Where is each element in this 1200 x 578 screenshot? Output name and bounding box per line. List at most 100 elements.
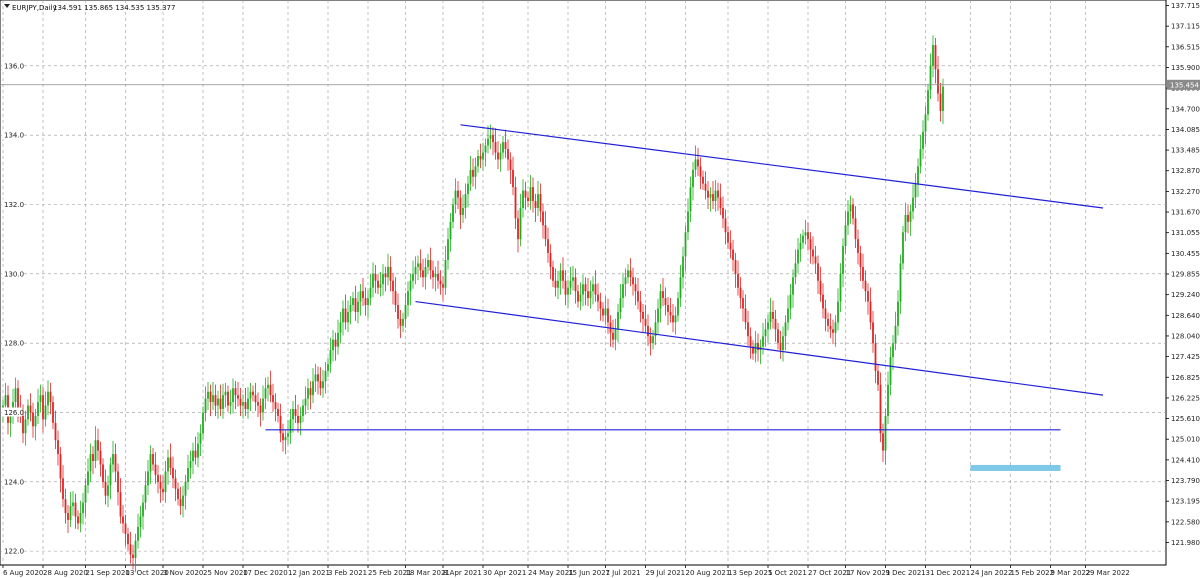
candle bbox=[619, 284, 622, 320]
candle bbox=[847, 200, 849, 236]
candle-body bbox=[634, 284, 637, 292]
x-tick-label: 24 Jan 2022 bbox=[971, 569, 1013, 577]
candle bbox=[359, 284, 362, 316]
candle bbox=[324, 362, 327, 394]
candle-body bbox=[824, 308, 827, 319]
candle-body bbox=[59, 454, 62, 479]
candle-body bbox=[842, 246, 844, 274]
y-right-tick-label: 122.580 bbox=[1171, 518, 1200, 526]
candle bbox=[152, 447, 154, 471]
candle-body bbox=[677, 298, 679, 316]
candle-body bbox=[869, 301, 872, 323]
candle-body bbox=[364, 298, 367, 306]
candle bbox=[934, 37, 937, 84]
candle bbox=[929, 53, 932, 99]
candle-body bbox=[454, 190, 457, 205]
candle-body bbox=[382, 273, 384, 285]
candle-body bbox=[384, 273, 387, 278]
candle bbox=[64, 488, 67, 524]
y-label-bg bbox=[2, 60, 22, 70]
candle bbox=[174, 469, 177, 502]
candle bbox=[452, 198, 454, 229]
x-tick-label: 7 Jul 2021 bbox=[606, 569, 641, 577]
y-tick-label: 136.0 bbox=[4, 62, 24, 70]
candle bbox=[84, 478, 87, 517]
candle bbox=[839, 263, 842, 313]
y-right-tick-label: 134.085 bbox=[1171, 126, 1200, 134]
candle bbox=[789, 284, 792, 320]
candle bbox=[74, 493, 77, 529]
candle-body bbox=[874, 343, 877, 371]
candle-body bbox=[664, 298, 667, 306]
candle-body bbox=[82, 502, 84, 514]
candle bbox=[502, 135, 504, 159]
candle-body bbox=[397, 305, 399, 319]
candle-body bbox=[777, 329, 779, 344]
candle bbox=[919, 135, 922, 174]
candle-body bbox=[307, 388, 309, 399]
candle-body bbox=[552, 266, 554, 281]
y-axis-right: 137.715137.115136.515135.900135.300134.7… bbox=[1166, 2, 1200, 547]
candle bbox=[517, 210, 519, 253]
candle bbox=[859, 245, 862, 281]
candle bbox=[774, 310, 777, 342]
candle bbox=[732, 239, 734, 272]
candle bbox=[39, 384, 42, 413]
candle bbox=[769, 297, 772, 330]
candle bbox=[184, 474, 187, 510]
triangle-icon[interactable] bbox=[4, 4, 10, 8]
candle bbox=[162, 475, 164, 501]
candle-body bbox=[474, 166, 477, 177]
candle-body bbox=[704, 183, 707, 191]
y-right-tick-label: 128.640 bbox=[1171, 312, 1200, 320]
candle bbox=[684, 225, 687, 271]
candle-body bbox=[77, 516, 79, 524]
candle-body bbox=[294, 409, 297, 416]
candle-body bbox=[592, 284, 594, 292]
candle bbox=[637, 277, 639, 310]
y-right-tick-label: 136.515 bbox=[1171, 43, 1200, 51]
candle-body bbox=[419, 263, 422, 271]
candle-body bbox=[394, 291, 397, 306]
y-axis-left: 136.0 134.0 132.0 130.0 128.0 126.0 124.0 122.0 bbox=[2, 60, 24, 556]
candle bbox=[59, 446, 62, 493]
x-tick-label: 25 Feb 2021 bbox=[368, 569, 412, 577]
candle-body bbox=[14, 388, 17, 403]
candle-body bbox=[74, 502, 77, 517]
candle-body bbox=[672, 315, 674, 323]
candle bbox=[699, 157, 702, 190]
candle-body bbox=[399, 318, 402, 326]
candle-body bbox=[934, 45, 937, 70]
candle-body bbox=[602, 308, 604, 316]
candle bbox=[107, 475, 109, 508]
candle-body bbox=[347, 311, 349, 323]
candle-body bbox=[89, 454, 92, 472]
candle bbox=[469, 155, 472, 191]
candle-body bbox=[504, 142, 507, 150]
candle-body bbox=[389, 266, 392, 281]
candle bbox=[342, 300, 344, 336]
candle bbox=[142, 494, 144, 530]
y-right-tick-label: 129.855 bbox=[1171, 271, 1200, 279]
candle bbox=[327, 357, 329, 378]
candle-body bbox=[642, 311, 644, 319]
y-right-tick-label: 137.115 bbox=[1171, 23, 1200, 31]
candle bbox=[457, 180, 459, 210]
candle bbox=[844, 211, 847, 254]
candle bbox=[144, 471, 147, 510]
candle-body bbox=[202, 412, 204, 434]
candle bbox=[677, 291, 679, 322]
candle-body bbox=[257, 402, 259, 406]
candle-body bbox=[612, 332, 614, 340]
candle-body bbox=[597, 294, 599, 302]
candle bbox=[554, 268, 557, 297]
candle-body bbox=[234, 388, 237, 396]
candle bbox=[864, 270, 867, 302]
candle bbox=[119, 478, 122, 524]
candle bbox=[872, 310, 874, 353]
candle bbox=[592, 276, 594, 305]
candle bbox=[704, 171, 707, 200]
candle-body bbox=[799, 242, 802, 250]
candle bbox=[89, 443, 92, 482]
